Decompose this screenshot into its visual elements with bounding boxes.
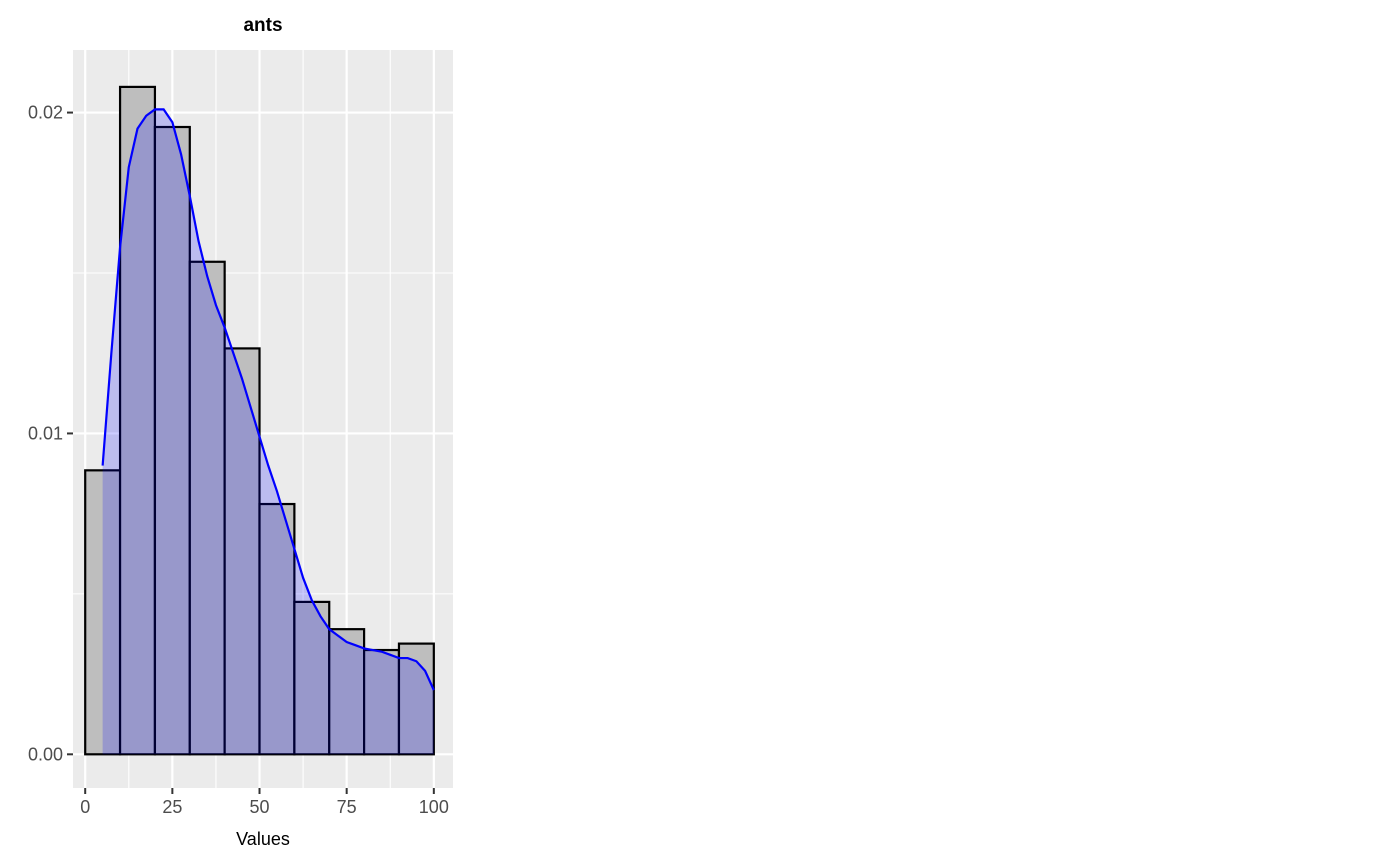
- x-tick-label: 25: [162, 797, 182, 817]
- y-tick-label: 0.02: [28, 103, 63, 123]
- x-tick-label: 0: [80, 797, 90, 817]
- histogram-bars: [84, 85, 435, 756]
- x-axis-title: Values: [236, 829, 290, 849]
- chart-title: ants: [243, 15, 282, 36]
- x-tick-label: 50: [249, 797, 269, 817]
- histogram-bar: [363, 648, 401, 756]
- density-area: [102, 109, 434, 755]
- histogram-bar: [328, 628, 366, 756]
- density-line: [101, 108, 435, 691]
- density-curve-group: [101, 108, 435, 755]
- y-axis: 0.00 0.01 0.02: [28, 103, 73, 764]
- histogram-bar: [153, 125, 191, 756]
- x-tick-label: 100: [419, 797, 449, 817]
- y-tick-label: 0.00: [28, 744, 63, 764]
- x-axis: 0 25 50 75 100: [80, 788, 449, 817]
- y-tick-label: 0.01: [28, 423, 63, 443]
- x-tick-label: 75: [337, 797, 357, 817]
- histogram-bar: [84, 469, 122, 756]
